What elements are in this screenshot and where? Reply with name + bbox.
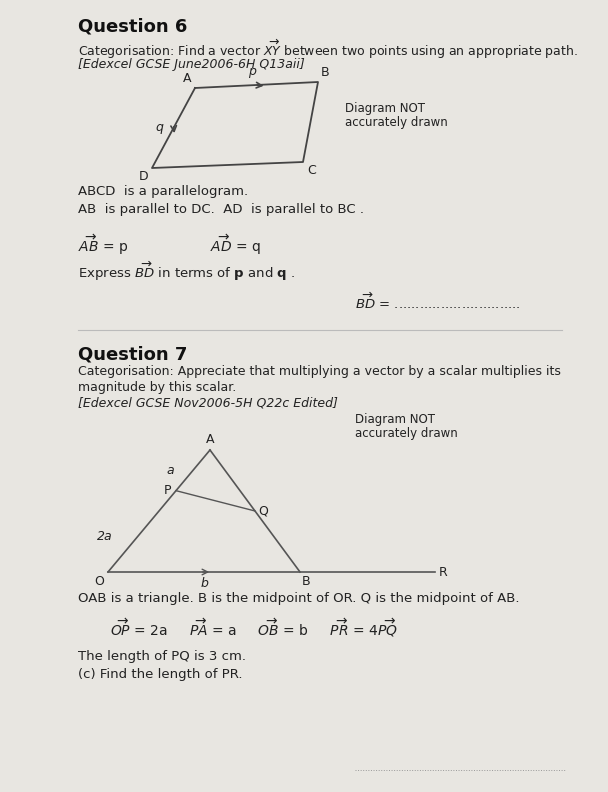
Text: D: D — [139, 170, 148, 183]
Text: magnitude by this scalar.: magnitude by this scalar. — [78, 381, 237, 394]
Text: accurately drawn: accurately drawn — [355, 427, 458, 440]
Text: B: B — [321, 66, 330, 79]
Text: Diagram NOT: Diagram NOT — [345, 102, 425, 115]
Text: A: A — [206, 433, 214, 446]
Text: Q: Q — [258, 505, 268, 517]
Text: Express $\overrightarrow{BD}$ in terms of $\mathbf{p}$ and $\mathbf{q}$ .: Express $\overrightarrow{BD}$ in terms o… — [78, 260, 295, 284]
Text: OAB is a triangle. B is the midpoint of OR. Q is the midpoint of AB.: OAB is a triangle. B is the midpoint of … — [78, 592, 519, 605]
Text: Diagram NOT: Diagram NOT — [355, 413, 435, 426]
Text: O: O — [94, 575, 104, 588]
Text: b: b — [200, 577, 208, 590]
Text: q: q — [156, 121, 164, 135]
Text: AB  is parallel to DC.  AD  is parallel to BC .: AB is parallel to DC. AD is parallel to … — [78, 203, 364, 216]
Text: Question 6: Question 6 — [78, 18, 187, 36]
Text: P: P — [164, 484, 171, 497]
Text: Categorisation: Find a vector $\overrightarrow{XY}$ between two points using an : Categorisation: Find a vector $\overrigh… — [78, 38, 578, 61]
Text: (c) Find the length of PR.: (c) Find the length of PR. — [78, 668, 243, 681]
Text: Categorisation: Appreciate that multiplying a vector by a scalar multiplies its: Categorisation: Appreciate that multiply… — [78, 365, 561, 378]
Text: [Edexcel GCSE Nov2006-5H Q22c Edited]: [Edexcel GCSE Nov2006-5H Q22c Edited] — [78, 397, 338, 410]
Text: B: B — [302, 575, 311, 588]
Text: 2a: 2a — [97, 530, 113, 543]
Text: $\overrightarrow{BD}$ = ..............................: $\overrightarrow{BD}$ = ................… — [355, 292, 520, 312]
Text: p: p — [247, 65, 255, 78]
Text: accurately drawn: accurately drawn — [345, 116, 447, 129]
Text: A: A — [182, 72, 191, 85]
Text: [Edexcel GCSE June2006-6H Q13aii]: [Edexcel GCSE June2006-6H Q13aii] — [78, 58, 305, 71]
Text: The length of PQ is 3 cm.: The length of PQ is 3 cm. — [78, 650, 246, 663]
Text: $\overrightarrow{OP}$ = 2a     $\overrightarrow{PA}$ = a     $\overrightarrow{OB: $\overrightarrow{OP}$ = 2a $\overrightar… — [110, 616, 398, 638]
Text: ABCD  is a parallelogram.: ABCD is a parallelogram. — [78, 185, 248, 198]
Text: R: R — [439, 565, 447, 578]
Text: a: a — [167, 464, 174, 477]
Text: $\overrightarrow{AB}$ = p: $\overrightarrow{AB}$ = p — [78, 232, 128, 257]
Text: C: C — [307, 164, 316, 177]
Text: $\overrightarrow{AD}$ = q: $\overrightarrow{AD}$ = q — [210, 232, 261, 257]
Text: Question 7: Question 7 — [78, 345, 187, 363]
